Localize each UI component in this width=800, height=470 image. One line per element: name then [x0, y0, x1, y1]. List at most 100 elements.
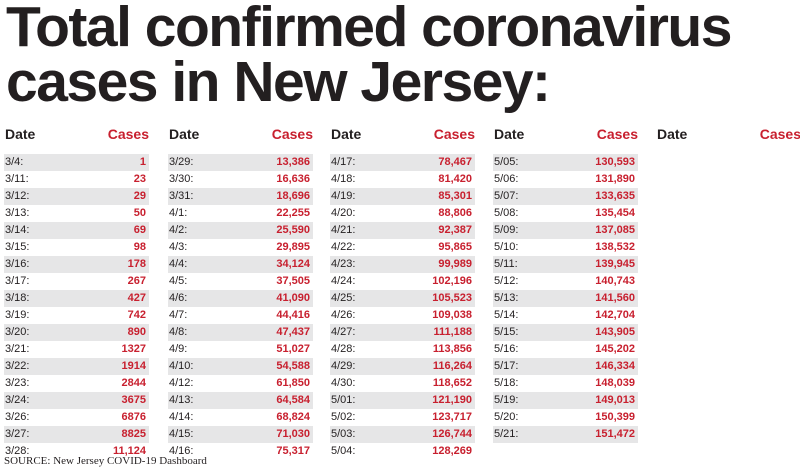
table-row: 4/9: 51,027 — [168, 341, 313, 358]
table-row: 5/15: 143,905 — [493, 324, 638, 341]
row-date: 5/02: — [331, 411, 356, 423]
header-date: Date — [169, 126, 200, 142]
table-row: 4/7: 44,416 — [168, 307, 313, 324]
row-cases: 29 — [133, 190, 146, 202]
row-cases: 98 — [133, 241, 146, 253]
row-date: 4/1: — [169, 207, 188, 219]
row-cases: 78,467 — [438, 156, 472, 168]
row-date: 5/08: — [494, 207, 519, 219]
table-row: 4/18: 81,420 — [330, 171, 475, 188]
row-date: 5/05: — [494, 156, 519, 168]
header-cases: Cases — [596, 126, 638, 142]
row-cases: 2844 — [121, 377, 146, 389]
table-row: 4/3: 29,895 — [168, 239, 313, 256]
table-row: 3/29: 13,386 — [168, 154, 313, 171]
table-row: 3/4: 1 — [4, 154, 149, 171]
table-row: 4/14: 68,824 — [168, 409, 313, 426]
table-row: 3/14: 69 — [4, 222, 149, 239]
row-date: 5/16: — [494, 343, 519, 355]
row-cases: 890 — [127, 326, 146, 338]
row-cases: 41,090 — [276, 292, 310, 304]
row-cases: 135,454 — [595, 207, 635, 219]
row-cases: 113,856 — [432, 343, 472, 355]
row-date: 5/09: — [494, 224, 519, 236]
table-row: 5/02: 123,717 — [330, 409, 475, 426]
row-date: 3/11: — [5, 173, 29, 185]
row-date: 4/8: — [169, 326, 188, 338]
table-row: 4/23: 99,989 — [330, 256, 475, 273]
row-date: 4/28: — [331, 343, 356, 355]
table-row: 3/28: 11,124 — [4, 443, 149, 460]
table-row: 3/16: 178 — [4, 256, 149, 273]
row-date: 3/13: — [5, 207, 30, 219]
row-cases: 138,532 — [595, 241, 635, 253]
row-date: 4/23: — [331, 258, 356, 270]
table-row: 4/6: 41,090 — [168, 290, 313, 307]
row-cases: 150,399 — [595, 411, 635, 423]
row-date: 5/03: — [331, 428, 356, 440]
table-row: 3/20: 890 — [4, 324, 149, 341]
column-rows: 3/4: 1 3/11: 23 3/12: 29 3/13: 50 3/14: 69 3/15: 98… — [4, 154, 149, 460]
table-row: 4/22: 95,865 — [330, 239, 475, 256]
row-cases: 139,945 — [595, 258, 635, 270]
row-cases: 47,437 — [276, 326, 310, 338]
row-cases: 3675 — [121, 394, 146, 406]
table-row: 3/12: 29 — [4, 188, 149, 205]
header-cases: Cases — [759, 126, 800, 142]
row-date: 4/3: — [169, 241, 188, 253]
row-date: 5/11: — [494, 258, 518, 270]
row-date: 4/29: — [331, 360, 356, 372]
table-row: 3/13: 50 — [4, 205, 149, 222]
row-date: 3/22: — [5, 360, 30, 372]
table-row: 5/13: 141,560 — [493, 290, 638, 307]
row-date: 3/23: — [5, 377, 30, 389]
table-row: 3/26: 6876 — [4, 409, 149, 426]
column-header: Date Cases — [493, 126, 638, 144]
table-row: 4/29: 116,264 — [330, 358, 475, 375]
header-cases: Cases — [107, 126, 149, 142]
column-rows: 4/17: 78,467 4/18: 81,420 4/19: 85,301 4/20: 88… — [330, 154, 475, 460]
table-row: 4/15: 71,030 — [168, 426, 313, 443]
row-date: 4/16: — [169, 445, 194, 457]
table-row: 4/20: 88,806 — [330, 205, 475, 222]
row-cases: 92,387 — [438, 224, 472, 236]
table-row: 5/12: 140,743 — [493, 273, 638, 290]
row-date: 3/16: — [5, 258, 30, 270]
row-date: 5/14: — [494, 309, 519, 321]
table-row: 5/21: 151,472 — [493, 426, 638, 443]
table-row: 3/18: 427 — [4, 290, 149, 307]
row-date: 4/10: — [169, 360, 194, 372]
table-row: 3/30: 16,636 — [168, 171, 313, 188]
row-cases: 118,652 — [432, 377, 472, 389]
table-row: 5/05: 130,593 — [493, 154, 638, 171]
row-date: 3/24: — [5, 394, 30, 406]
row-date: 4/21: — [331, 224, 356, 236]
row-cases: 140,743 — [595, 275, 635, 287]
table-row: 4/17: 78,467 — [330, 154, 475, 171]
row-date: 4/9: — [169, 343, 188, 355]
row-cases: 151,472 — [595, 428, 635, 440]
row-cases: 25,590 — [276, 224, 310, 236]
header-date: Date — [5, 126, 36, 142]
column-header: Date Cases — [656, 126, 800, 144]
row-date: 4/22: — [331, 241, 356, 253]
header-cases: Cases — [271, 126, 313, 142]
row-cases: 137,085 — [595, 224, 635, 236]
header-date: Date — [657, 126, 688, 142]
row-date: 4/15: — [169, 428, 194, 440]
row-date: 5/17: — [494, 360, 519, 372]
row-cases: 146,334 — [595, 360, 635, 372]
table-row: 3/31: 18,696 — [168, 188, 313, 205]
title-line-2: cases in New Jersey: — [6, 50, 551, 114]
row-cases: 88,806 — [438, 207, 472, 219]
table-row: 3/15: 98 — [4, 239, 149, 256]
row-date: 4/13: — [169, 394, 194, 406]
row-cases: 81,420 — [438, 173, 472, 185]
table-row: 5/16: 145,202 — [493, 341, 638, 358]
row-cases: 133,635 — [595, 190, 635, 202]
table-row: 4/27: 111,188 — [330, 324, 475, 341]
table-row: 4/4: 34,124 — [168, 256, 313, 273]
column-header: Date Cases — [4, 126, 149, 144]
row-cases: 149,013 — [595, 394, 635, 406]
column-rows: 5/05: 130,593 5/06: 131,890 5/07: 133,635 5/08… — [493, 154, 638, 443]
